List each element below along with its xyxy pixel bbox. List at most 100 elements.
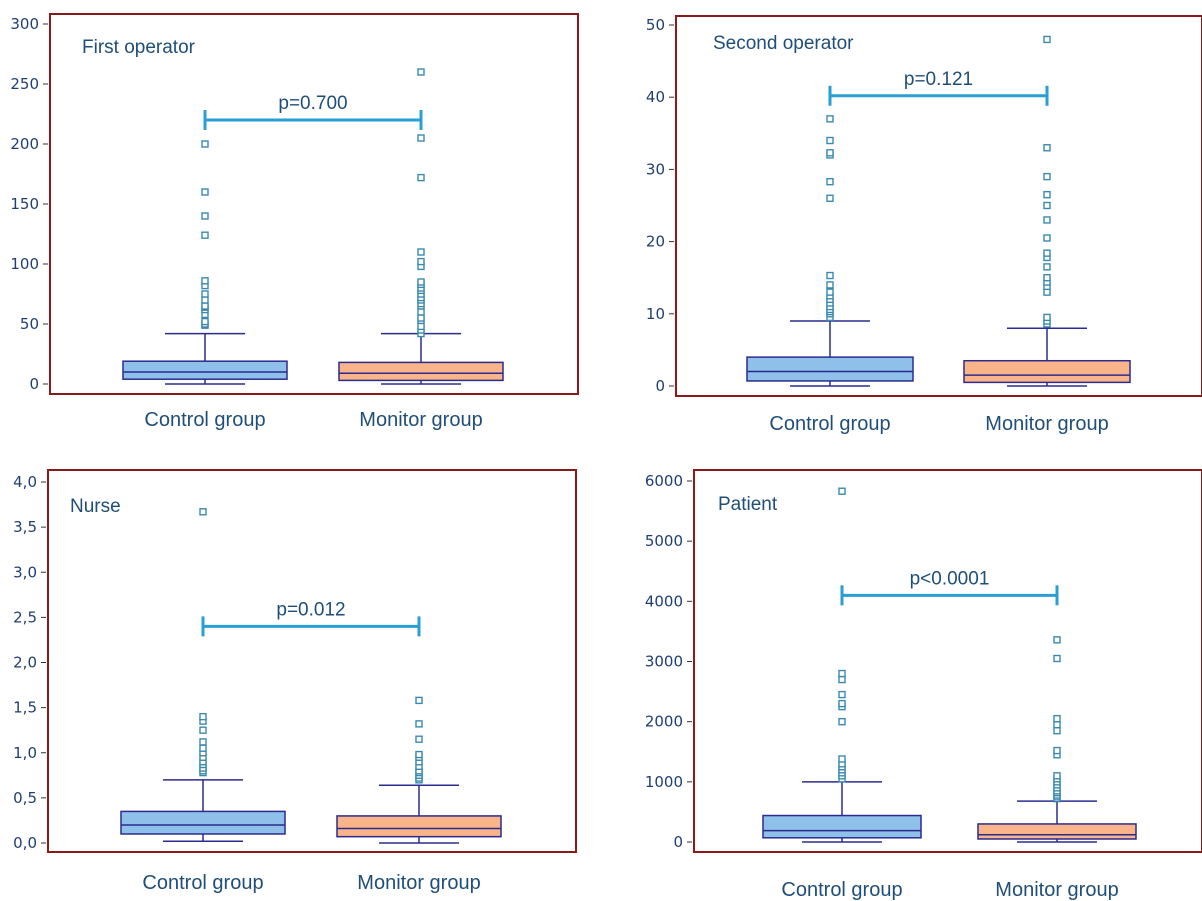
outlier-point <box>1053 654 1061 663</box>
y-tick-label: 20 <box>646 233 665 251</box>
outlier-point <box>417 248 425 256</box>
outlier-point <box>838 487 846 495</box>
y-tick-label: 2000 <box>645 713 683 731</box>
outlier-point <box>1043 263 1051 271</box>
outlier-point <box>199 744 207 752</box>
iqr-box <box>120 810 286 835</box>
box-monitor <box>977 636 1137 843</box>
outlier-point <box>417 257 425 266</box>
y-tick-label: 5000 <box>645 532 683 550</box>
outlier-point <box>201 231 209 239</box>
outlier-point <box>199 738 207 746</box>
outlier-point <box>1053 720 1061 729</box>
outlier-point <box>417 278 425 286</box>
outlier-point <box>201 277 209 285</box>
outlier-point <box>201 302 209 310</box>
outlier-point <box>826 136 834 145</box>
outlier-point <box>417 308 425 316</box>
y-tick-label: 300 <box>10 15 39 33</box>
panel-title: Second operator <box>713 33 854 54</box>
category-label: Monitor group <box>995 879 1118 901</box>
outlier-point <box>201 290 209 298</box>
y-tick-label: 0 <box>655 377 665 395</box>
outlier-point <box>201 140 209 148</box>
outlier-point <box>826 194 834 202</box>
outlier-point <box>826 149 834 157</box>
y-tick-label: 4000 <box>645 592 683 610</box>
y-tick-label: 3,0 <box>13 563 37 581</box>
y-tick-label: 0 <box>29 375 39 393</box>
y-tick-label: 0,0 <box>13 834 37 852</box>
y-tick-label: 50 <box>646 16 665 34</box>
outlier-point <box>417 322 425 331</box>
p-value-label: p<0.0001 <box>910 568 990 589</box>
outlier-point <box>838 669 846 678</box>
box-monitor <box>963 35 1131 387</box>
outlier-point <box>415 750 423 759</box>
outlier-point <box>201 212 209 220</box>
box-monitor <box>338 68 504 385</box>
outlier-point <box>838 690 846 699</box>
outlier-point <box>826 177 834 186</box>
y-tick-label: 250 <box>10 75 39 93</box>
y-tick-label: 3,5 <box>13 518 37 536</box>
y-tick-label: 1000 <box>645 773 683 791</box>
outlier-point <box>417 68 425 76</box>
y-tick-label: 0 <box>673 833 683 851</box>
outlier-point <box>199 712 207 721</box>
y-tick-label: 2,5 <box>13 608 37 626</box>
p-value-label: p=0.700 <box>278 93 347 114</box>
y-tick-label: 150 <box>10 195 39 213</box>
outlier-point <box>417 173 425 182</box>
outlier-point <box>415 696 423 705</box>
category-label: Control group <box>781 879 902 901</box>
outlier-point <box>201 296 209 304</box>
box-control <box>746 115 914 387</box>
iqr-box <box>977 823 1137 840</box>
outlier-point <box>1053 746 1061 755</box>
chart-panel-1: 0 50 100 150 200 250 300 First operator Control … <box>10 13 579 431</box>
category-label: Monitor group <box>359 409 482 431</box>
box-control <box>762 487 922 843</box>
outlier-point <box>826 281 834 289</box>
outlier-point <box>199 508 207 516</box>
chart-panel-2: 0 10 20 30 40 50 Second operator Control group M… <box>646 15 1202 435</box>
outlier-point <box>201 317 209 326</box>
plot-frame <box>693 469 1202 853</box>
outlier-point <box>417 134 425 142</box>
outlier-point <box>417 314 425 322</box>
outlier-point <box>1043 201 1051 210</box>
y-tick-label: 30 <box>646 160 665 178</box>
category-label: Control group <box>142 872 263 894</box>
outlier-point <box>838 699 846 708</box>
outlier-point <box>1043 216 1051 224</box>
outlier-point <box>1043 144 1051 152</box>
outlier-point <box>826 288 834 296</box>
outlier-point <box>826 115 834 123</box>
outlier-point <box>1043 234 1051 242</box>
y-tick-label: 2,0 <box>13 654 37 672</box>
iqr-box <box>122 360 288 380</box>
iqr-box <box>762 814 922 839</box>
box-control <box>120 508 286 842</box>
p-value-label: p=0.121 <box>904 69 973 90</box>
outlier-point <box>1053 726 1061 735</box>
y-tick-label: 40 <box>646 88 665 106</box>
p-value-label: p=0.012 <box>276 599 345 620</box>
iqr-box <box>336 815 502 838</box>
outlier-point <box>826 271 834 280</box>
iqr-box <box>338 361 504 382</box>
y-tick-label: 10 <box>646 305 665 323</box>
outlier-point <box>1043 190 1051 199</box>
outlier-point <box>1053 636 1061 644</box>
outlier-point <box>1053 772 1061 780</box>
outlier-point <box>1043 172 1051 181</box>
outlier-point <box>838 717 846 726</box>
outlier-point <box>1043 249 1051 257</box>
panel-title: Patient <box>718 494 778 515</box>
category-label: Control group <box>769 413 890 435</box>
plot-frame <box>675 15 1202 397</box>
panel-title: Nurse <box>70 496 121 517</box>
outlier-point <box>838 675 846 684</box>
